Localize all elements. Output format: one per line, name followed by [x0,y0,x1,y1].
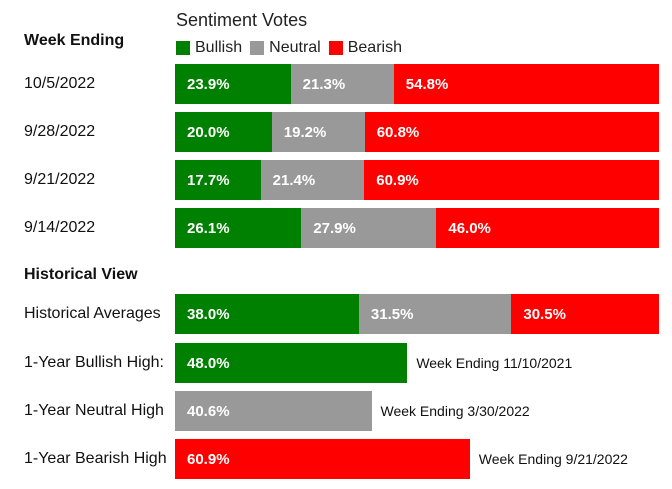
data-label: 60.9% [187,450,230,468]
data-label: 26.1% [187,219,230,237]
data-label: 48.0% [187,354,230,372]
bar-segment-neutral: 19.2% [271,112,365,152]
row-label-1-year-bearish-high: 1-Year Bearish High [24,450,167,467]
chart-title: Sentiment Votes [176,10,308,30]
legend-swatch-bullish [176,41,190,55]
data-label: 21.4% [272,171,316,189]
bar-1-year-bearish-high: 60.9% [175,439,470,479]
bar-segment-neutral: 21.3% [290,64,394,104]
bar-segment-bearish: 30.5% [511,294,659,334]
row-label-9-21-2022: 9/21/2022 [24,171,96,188]
data-label: 23.9% [187,75,230,93]
bar-segment-neutral: 27.9% [301,208,437,248]
legend: Bullish Neutral Bearish [176,39,410,57]
legend-label-neutral: Neutral [269,39,321,56]
bar-segment-bearish: 54.8% [393,64,659,104]
row-label-historical-averages: Historical Averages [24,305,161,322]
data-label: 20.0% [187,123,230,141]
data-label: 40.6% [187,402,230,420]
legend-swatch-neutral [250,41,265,55]
bar-1-year-neutral-high: 40.6% [175,391,372,431]
stacked-bar-historical-averages: 38.0% 31.5% 30.5% [175,294,659,334]
bar-segment-bullish: 17.7% [175,160,261,200]
data-label: 27.9% [313,219,356,237]
annotation-1-year-bearish-high: Week Ending 9/21/2022 [478,451,628,467]
legend-swatch-bearish [328,41,343,55]
bar-segment-bullish: 23.9% [175,64,291,104]
data-label: 60.9% [376,171,419,189]
bar-segment-bullish: 26.1% [175,208,302,248]
stacked-bar-10-5-2022: 23.9% 21.3% 54.8% [175,64,659,104]
stacked-bar-9-14-2022: 26.1% 27.9% 46.0% [175,208,659,248]
week-ending-header: Week Ending [24,32,125,49]
bar-segment-neutral: 21.4% [260,160,365,200]
stacked-bar-9-21-2022: 17.7% 21.4% 60.9% [175,160,659,200]
row-label-10-5-2022: 10/5/2022 [24,75,96,92]
bar-segment-neutral: 31.5% [358,294,512,334]
bar-1-year-bullish-high: 48.0% [175,343,408,383]
data-label: 30.5% [523,305,566,323]
row-label-9-28-2022: 9/28/2022 [24,123,96,140]
row-label-1-year-bullish-high: 1-Year Bullish High: [24,354,164,371]
data-label: 38.0% [187,305,230,323]
stacked-bar-9-28-2022: 20.0% 19.2% 60.8% [175,112,659,152]
legend-label-bearish: Bearish [347,39,402,56]
data-label: 54.8% [405,75,449,93]
legend-item-bearish: Bearish [328,39,402,57]
data-label: 19.2% [283,123,327,141]
data-label: 46.0% [448,219,491,237]
legend-item-neutral: Neutral [250,39,321,57]
row-label-1-year-neutral-high: 1-Year Neutral High [24,402,164,419]
row-label-9-14-2022: 9/14/2022 [24,219,96,236]
annotation-1-year-neutral-high: Week Ending 3/30/2022 [380,403,530,419]
bar-segment-bearish: 60.9% [364,160,659,200]
data-label: 31.5% [370,305,414,323]
data-label: 17.7% [187,171,230,189]
legend-label-bullish: Bullish [195,39,243,56]
bar-segment-bullish: 20.0% [175,112,272,152]
bar-segment-bearish: 60.8% [364,112,659,152]
data-label: 21.3% [302,75,346,93]
annotation-1-year-bullish-high: Week Ending 11/10/2021 [416,355,573,371]
bar-segment-bearish: 46.0% [436,208,659,248]
historical-view-header: Historical View [24,266,138,283]
bar-segment-bullish: 38.0% [175,294,359,334]
data-label: 60.8% [376,123,420,141]
legend-item-bullish: Bullish [176,39,242,57]
